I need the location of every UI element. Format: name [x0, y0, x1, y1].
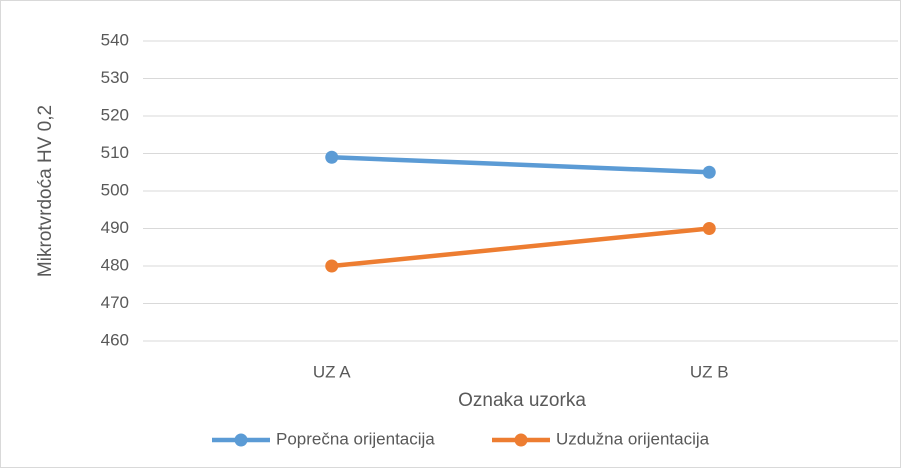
y-tick-label: 480: [101, 255, 129, 274]
y-axis-label: Mikrotvrdoća HV 0,2: [35, 105, 56, 277]
data-point: [325, 150, 339, 164]
x-tick-label: UZ B: [690, 362, 729, 381]
series-line: [329, 226, 712, 269]
y-tick-label: 460: [101, 330, 129, 349]
data-point: [702, 165, 716, 179]
y-tick-label: 520: [101, 105, 129, 124]
legend-label: Poprečna orijentacija: [276, 429, 435, 448]
y-tick-label: 540: [101, 30, 129, 49]
series-line: [329, 155, 712, 175]
legend-marker: [234, 433, 248, 447]
y-tick-label: 500: [101, 180, 129, 199]
legend-marker: [514, 433, 528, 447]
y-tick-label: 470: [101, 293, 129, 312]
y-tick-label: 530: [101, 68, 129, 87]
data-point: [702, 222, 716, 235]
y-tick-label: 490: [101, 218, 129, 237]
legend-label: Uzdužna orijentacija: [556, 429, 710, 448]
x-axis-label: Oznaka uzorka: [458, 390, 586, 411]
y-tick-label: 510: [101, 143, 129, 162]
data-point: [325, 259, 339, 273]
x-tick-label: UZ A: [313, 362, 351, 381]
